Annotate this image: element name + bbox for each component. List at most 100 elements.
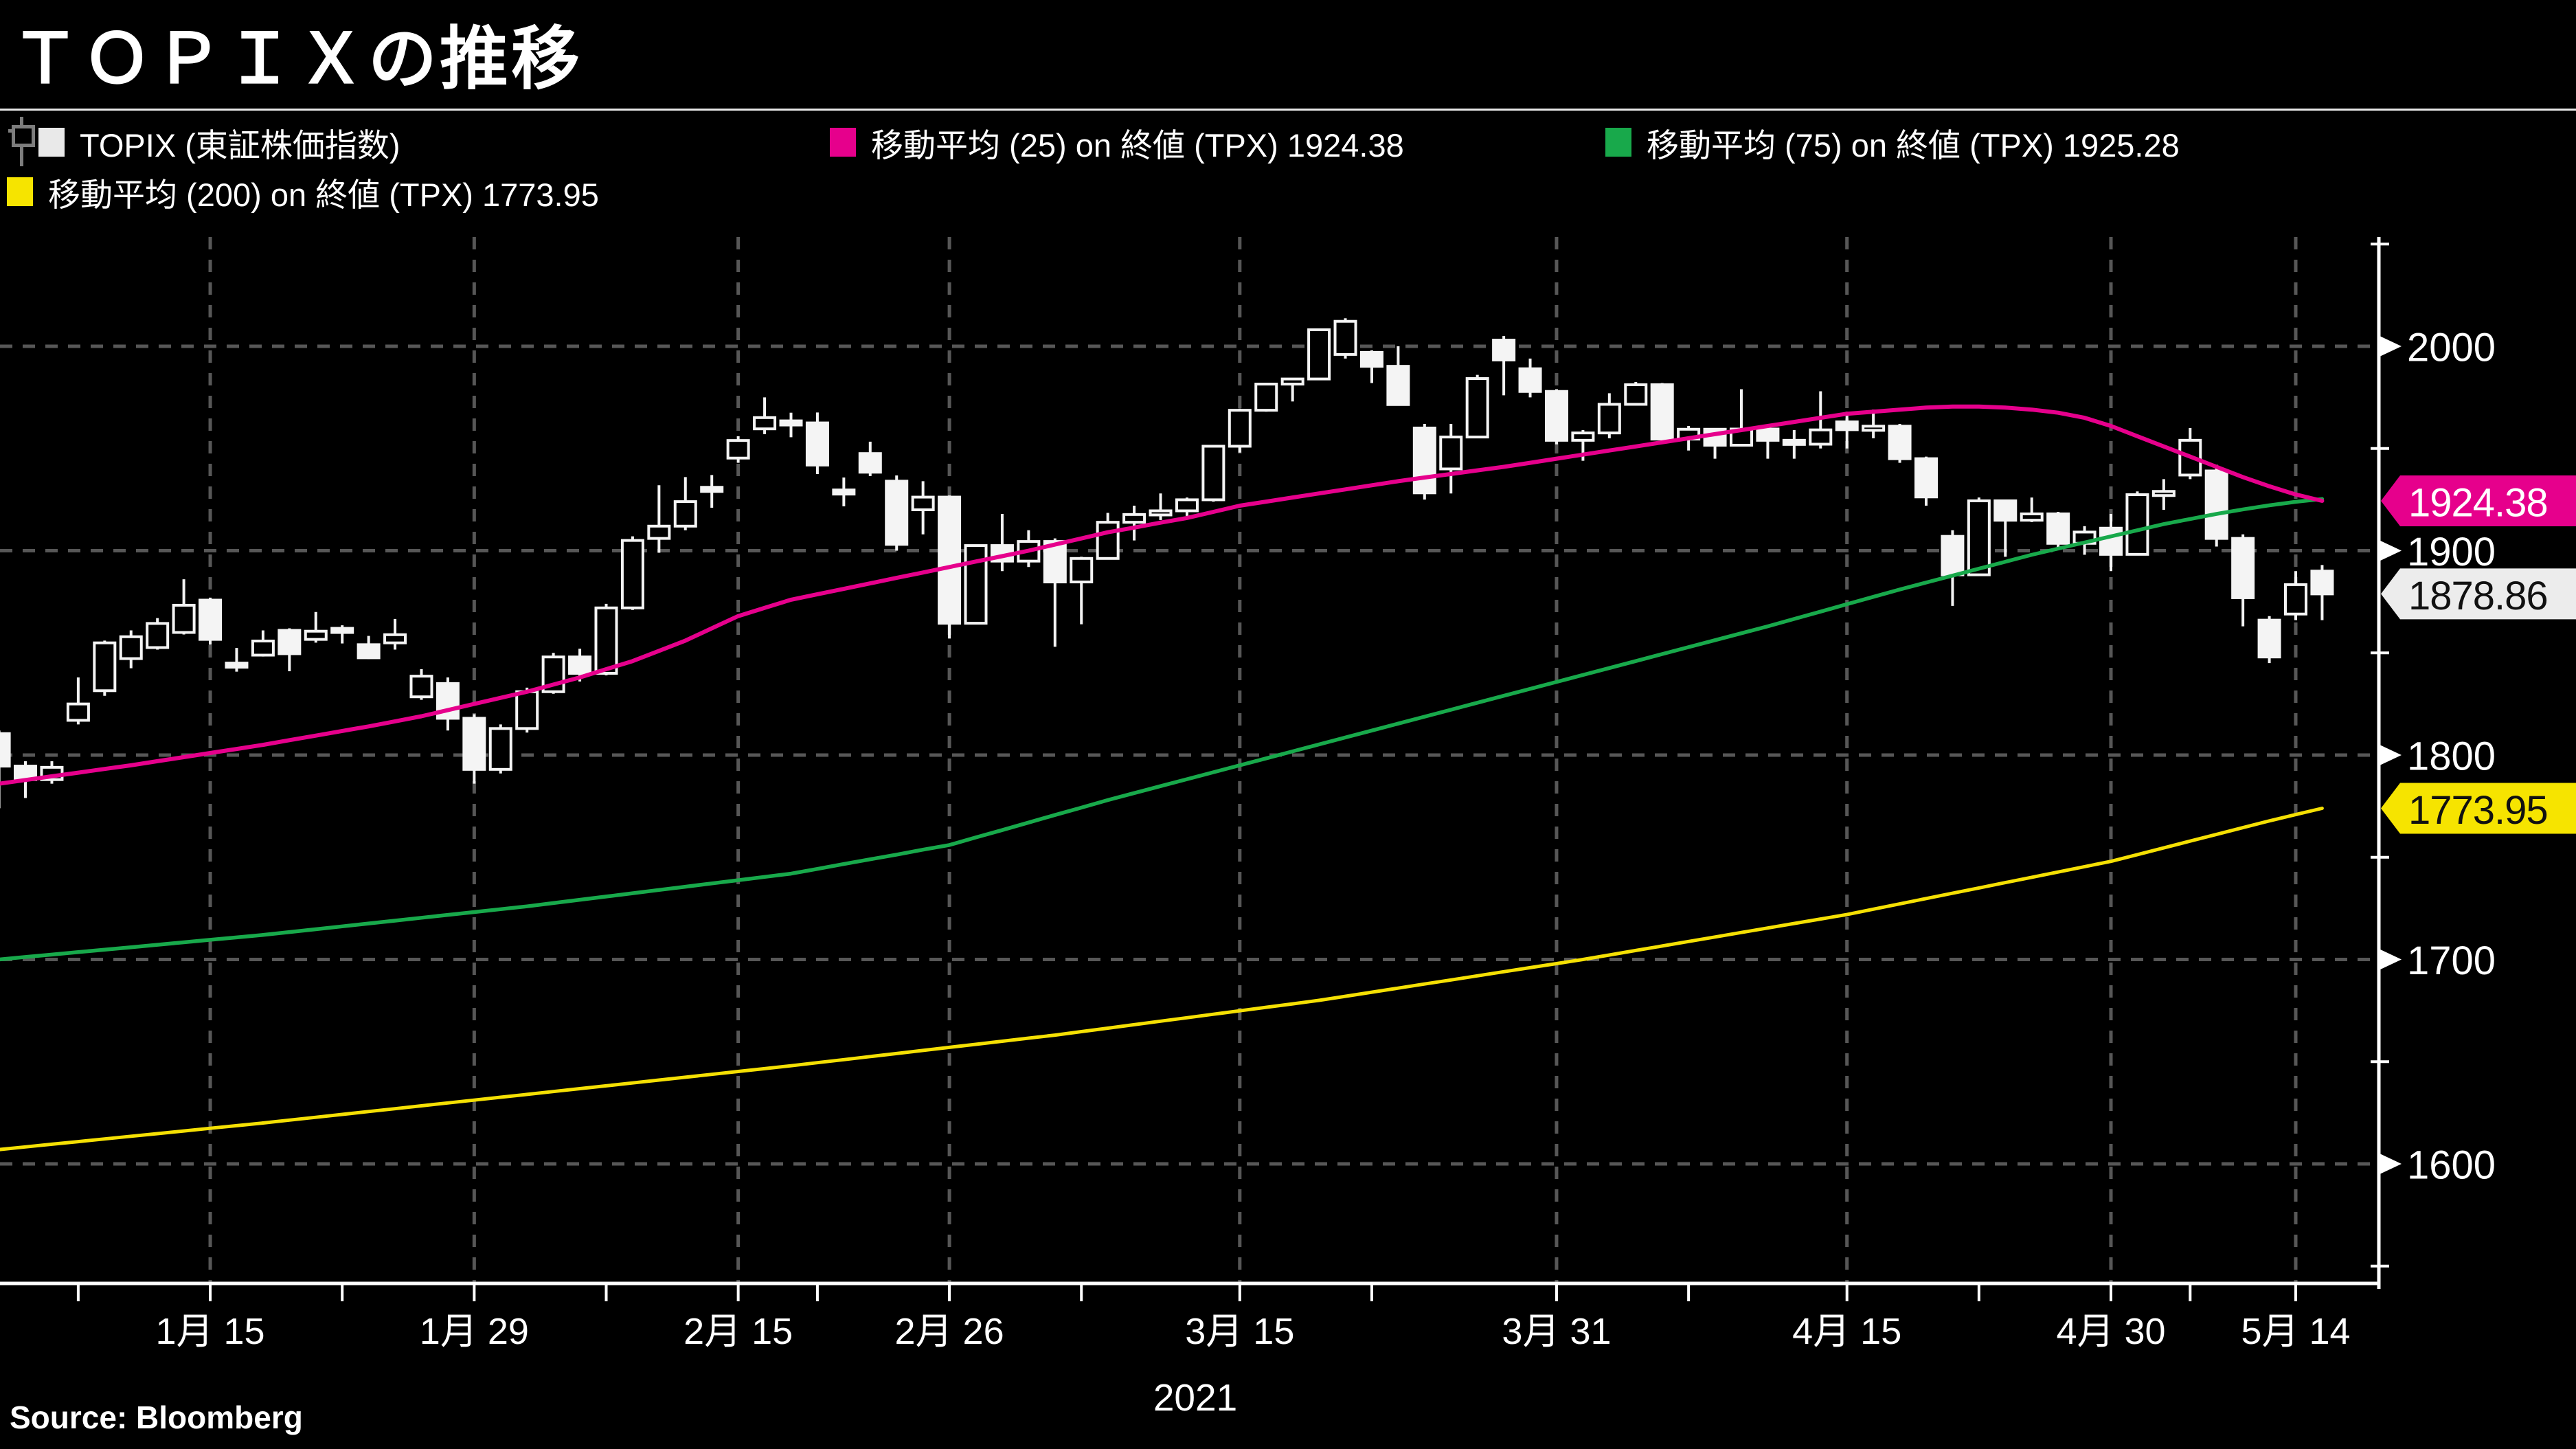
candle-up <box>1439 436 1463 471</box>
candle-up <box>488 727 512 771</box>
candle-up <box>515 690 539 730</box>
candle-down <box>462 717 486 771</box>
candle-up <box>1175 498 1199 513</box>
candle-up <box>1571 431 1595 442</box>
candle-down <box>199 598 223 641</box>
candle-down <box>2257 618 2281 659</box>
candle-up <box>304 629 328 641</box>
ma25-swatch <box>830 128 856 157</box>
candle-down <box>779 419 803 427</box>
candle-down <box>2099 526 2123 556</box>
candle-down <box>1835 420 1859 431</box>
candle-down <box>885 480 909 546</box>
candle-up <box>1149 509 1173 517</box>
y-tick-label: 2000 <box>2407 326 2496 370</box>
candle-down <box>1492 339 1516 361</box>
candle-up <box>1280 377 1304 386</box>
candle-up <box>753 416 777 431</box>
ma75-swatch <box>1605 128 1631 157</box>
candle-down <box>568 655 592 675</box>
y-tick-arrow-icon <box>2378 1153 2402 1175</box>
title-underline <box>0 109 2576 111</box>
candle-down <box>858 452 882 474</box>
candle-up <box>1862 425 1886 432</box>
x-tick-label: 4月 30 <box>2056 1311 2165 1352</box>
x-tick-label: 4月 15 <box>1792 1311 1901 1352</box>
x-tick-label: 1月 15 <box>155 1311 264 1352</box>
candle-down <box>1359 350 1383 368</box>
price-flag <box>2381 568 2576 620</box>
x-tick-label: 2月 26 <box>895 1311 1004 1352</box>
price-flag-value: 1878.86 <box>2408 574 2548 618</box>
candle-up <box>2020 512 2044 522</box>
candle-up <box>1096 521 1120 560</box>
y-tick-label: 1600 <box>2407 1143 2496 1188</box>
x-tick-label: 1月 29 <box>420 1311 529 1352</box>
x-tick-label: 2月 15 <box>683 1311 793 1352</box>
candle-up <box>1809 428 1833 446</box>
candle-up <box>2284 583 2308 616</box>
candle-down <box>1993 499 2018 522</box>
candle-down <box>1386 365 1410 406</box>
candle-up <box>1122 513 1146 524</box>
legend-item-ma25: 移動平均 (25) on 終値 (TPX) 1924.38 <box>830 121 1404 164</box>
candle-down <box>225 662 249 669</box>
candle-up <box>647 524 671 540</box>
candle-down <box>1412 427 1436 495</box>
legend-label-ma75: 移動平均 (75) on 終値 (TPX) 1925.28 <box>1647 126 2180 164</box>
candle-down <box>2204 469 2228 540</box>
candle-up <box>1967 499 1991 576</box>
y-tick-label: 1800 <box>2407 734 2496 779</box>
y-tick-arrow-icon <box>2378 335 2402 357</box>
candle-down <box>1756 427 1780 442</box>
price-flag <box>2381 475 2576 526</box>
ma75-line <box>0 497 2325 962</box>
candle-up <box>2125 493 2149 556</box>
ma200-line <box>0 807 2324 1152</box>
y-tick-arrow-icon <box>2378 539 2402 562</box>
candle-down <box>1518 367 1542 393</box>
x-tick-label: 3月 15 <box>1185 1311 1294 1352</box>
candle-down <box>938 495 962 625</box>
y-tick-label: 1700 <box>2407 939 2496 983</box>
candles <box>0 318 2334 809</box>
candle-up <box>383 633 407 644</box>
price-flags: 1924.38 1878.86 1773.95 <box>2381 475 2576 834</box>
candle-down <box>700 486 724 493</box>
candle-down <box>2046 512 2070 545</box>
ma25-line <box>0 404 2325 786</box>
candle-down <box>0 732 11 768</box>
legend-item-topix: TOPIX (東証株価指数) <box>7 117 400 166</box>
candle-up <box>673 500 697 528</box>
x-tick-label: 5月 14 <box>2241 1311 2350 1352</box>
candle-up <box>172 603 196 634</box>
candle-up <box>66 702 90 722</box>
candle-up <box>620 539 644 609</box>
candle-up <box>1465 377 1489 439</box>
y-tick-label: 1900 <box>2407 530 2496 574</box>
candle-down <box>832 488 856 496</box>
ma200-swatch <box>7 177 33 206</box>
legend-label-topix: TOPIX (東証株価指数) <box>80 126 400 164</box>
x-axis-year: 2021 <box>1153 1376 1238 1419</box>
source-attribution: Source: Bloomberg <box>10 1400 303 1435</box>
gridlines <box>0 237 2373 1283</box>
candle-down <box>330 627 354 634</box>
candle-up <box>93 641 117 693</box>
candlestick-icon <box>7 115 37 169</box>
candle-up <box>119 635 143 660</box>
candle-down <box>1043 540 1067 584</box>
price-flag-value: 1773.95 <box>2408 788 2548 833</box>
candle-up <box>1228 409 1252 448</box>
candle-up <box>1597 403 1621 435</box>
candle-up <box>251 639 275 657</box>
price-flag <box>2381 783 2576 834</box>
legend-label-ma200: 移動平均 (200) on 終値 (TPX) 1773.95 <box>48 176 599 213</box>
legend-label-ma25: 移動平均 (25) on 終値 (TPX) 1924.38 <box>871 126 1404 164</box>
candle-down <box>1782 438 1806 446</box>
candle-up <box>2151 490 2176 497</box>
candle-up <box>1254 383 1278 412</box>
x-tick-label: 3月 31 <box>1502 1311 1611 1352</box>
candle-down <box>1914 457 1938 499</box>
ma-lines <box>0 404 2325 1152</box>
